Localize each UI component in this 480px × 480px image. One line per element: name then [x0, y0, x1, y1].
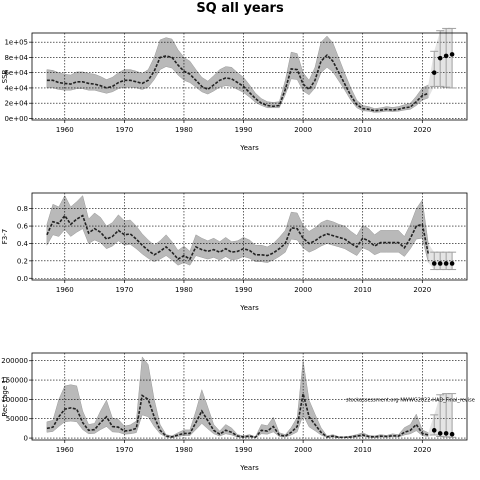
fbar-xtick-label: 2020: [413, 286, 431, 294]
fbar-ytick-label: 0.8: [17, 205, 28, 213]
ssb-xtick-label: 2000: [294, 126, 312, 134]
recruitment-xlabel: Years: [239, 464, 259, 472]
ssb-xtick-label: 1980: [175, 126, 193, 134]
fbar-xtick-label: 2000: [294, 286, 312, 294]
recruitment-ytick-label: 0: [24, 435, 28, 443]
fbar-xtick-label: 2010: [354, 286, 372, 294]
fbar-xtick-label: 1960: [56, 286, 74, 294]
ssb-projection-point: [443, 53, 449, 59]
ssb-xtick-label: 2010: [354, 126, 372, 134]
recruitment-projection-point: [431, 428, 437, 433]
recruitment-projection-point: [449, 431, 455, 437]
recruitment-annotation: stockassessment.org NWWG2022-HAD_Final_r…: [346, 397, 475, 403]
fbar-ytick-label: 0.4: [17, 240, 29, 248]
ssb-confidence-band: [46, 35, 429, 113]
ssb-xtick-label: 1990: [235, 126, 253, 134]
fbar-estimate-line: [46, 214, 430, 261]
recruitment-xtick-label: 1980: [175, 446, 193, 454]
panel-recruitment: 1960 1970 1980 1990 2000 2010 2020 0 50000 100000…: [1, 352, 475, 472]
ssb-ytick-label: 1e+05: [4, 39, 28, 47]
ssb-projection-point: [449, 52, 455, 57]
ssb-axes-frame: [31, 32, 468, 121]
recruitment-xtick-label: 2010: [354, 446, 372, 454]
ssb-projection-point: [431, 70, 437, 75]
panel-ssb: 1960 1970 1980 1990 2000 2010 2020 0e+00 2e+04 4e…: [1, 27, 468, 152]
ssb-xtick-label: 1960: [56, 126, 74, 134]
figure-title: SQ all years: [196, 1, 284, 16]
recruitment-xtick-label: 2020: [413, 446, 431, 454]
recruitment-ytick-label: 100000: [1, 396, 28, 404]
ssb-ytick-label: 0e+00: [4, 115, 28, 123]
fbar-projection-point: [443, 261, 449, 266]
ssb-xtick-label: 1970: [115, 126, 133, 134]
fbar-ylabel: F3-7: [1, 229, 9, 244]
ssb-ytick-label: 4e+04: [4, 84, 28, 92]
fbar-xtick-label: 1990: [235, 286, 253, 294]
recruitment-ytick-label: 200000: [1, 357, 28, 365]
recruitment-ytick-label: 50000: [6, 415, 28, 423]
ssb-ytick-label: 2e+04: [4, 100, 28, 108]
fbar-projection-point: [431, 261, 437, 266]
recruitment-xtick-label: 1970: [115, 446, 133, 454]
fbar-axes-frame: [31, 192, 468, 281]
recruitment-projection-point: [443, 431, 449, 436]
recruitment-projection-point: [437, 431, 443, 436]
recruitment-ytick-label: 150000: [1, 377, 28, 385]
fbar-ytick-label: 0.0: [17, 275, 28, 283]
fbar-xtick-label: 1980: [175, 286, 193, 294]
ssb-xlabel: Years: [239, 144, 259, 152]
recruitment-ylabel: Rec (age 1): [1, 376, 9, 416]
ssb-ytick-label: 8e+04: [4, 54, 28, 62]
fbar-xtick-label: 1970: [115, 286, 133, 294]
fbar-projection-point: [449, 261, 455, 266]
ssb-xtick-label: 2020: [413, 126, 431, 134]
panel-fbar: 1960 1970 1980 1990 2000 2010 2020 0.0 0.2 0.4 0.6…: [1, 192, 468, 312]
ssb-ylabel: SSB: [1, 69, 9, 83]
fbar-projection-point: [437, 261, 443, 266]
recruitment-xtick-label: 1990: [235, 446, 253, 454]
ssb-estimate-line: [46, 53, 429, 112]
recruitment-xtick-label: 2000: [294, 446, 312, 454]
recruitment-axes-frame: [31, 352, 468, 441]
recruitment-estimate-line: [46, 393, 429, 439]
ssb-ytick-label: 6e+04: [4, 69, 28, 77]
recruitment-xtick-label: 1960: [56, 446, 74, 454]
fbar-confidence-band: [46, 195, 429, 266]
fbar-ytick-label: 0.2: [17, 257, 28, 265]
fbar-xlabel: Years: [239, 304, 259, 312]
ssb-projection-point: [437, 55, 443, 61]
fbar-ytick-label: 0.6: [17, 223, 29, 231]
